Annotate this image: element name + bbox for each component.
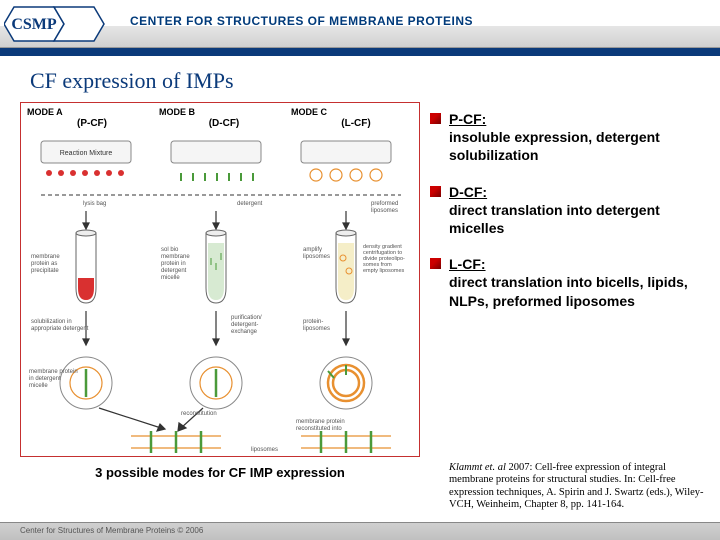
svg-text:appropriate detergent: appropriate detergent — [31, 326, 89, 332]
svg-text:protein as: protein as — [31, 261, 57, 267]
footer-text: Center for Structures of Membrane Protei… — [0, 523, 720, 535]
svg-text:liposomes: liposomes — [251, 447, 278, 453]
svg-text:membrane protein: membrane protein — [29, 369, 78, 375]
svg-text:liposomes: liposomes — [303, 326, 330, 332]
modes-diagram: MODE A (P-CF) MODE B (D-CF) MODE C (L-CF… — [20, 102, 420, 457]
svg-text:detergent: detergent — [161, 268, 187, 274]
bullet-square-icon — [430, 113, 441, 124]
svg-text:protein-: protein- — [303, 319, 323, 325]
svg-text:micelle: micelle — [29, 383, 48, 389]
bullet-pcf-label: P-CF: — [449, 111, 486, 127]
svg-text:micelle: micelle — [161, 275, 180, 281]
tube-red-icon — [76, 230, 96, 303]
bullet-dcf-label: D-CF: — [449, 184, 487, 200]
svg-text:empty liposomes: empty liposomes — [363, 268, 405, 274]
diagram-svg: Reaction Mixture — [21, 103, 421, 458]
tube-yellow-icon — [336, 230, 356, 303]
svg-text:purification/: purification/ — [231, 315, 262, 321]
svg-text:precipitate: precipitate — [31, 268, 59, 274]
svg-text:amplify: amplify — [303, 247, 322, 253]
svg-text:membrane: membrane — [161, 254, 190, 260]
svg-text:detergent-: detergent- — [231, 322, 258, 328]
header-bar: CSMP CENTER FOR STRUCTURES OF MEMBRANE P… — [0, 0, 720, 48]
svg-text:membrane protein: membrane protein — [296, 419, 345, 425]
header-org-title: CENTER FOR STRUCTURES OF MEMBRANE PROTEI… — [130, 14, 473, 28]
svg-text:exchange: exchange — [231, 329, 258, 335]
logo-hex: CSMP — [4, 1, 114, 47]
svg-text:preformed: preformed — [371, 201, 398, 207]
svg-text:solubilization in: solubilization in — [31, 319, 72, 325]
bullet-dcf-body: direct translation into detergent micell… — [449, 202, 660, 236]
bullet-lcf-body: direct translation into bicells, lipids,… — [449, 274, 688, 308]
footer-bar: Center for Structures of Membrane Protei… — [0, 522, 720, 540]
svg-text:protein in: protein in — [161, 261, 186, 267]
svg-text:lysis bag: lysis bag — [83, 201, 106, 207]
bullet-dcf: D-CF: direct translation into detergent … — [430, 183, 700, 238]
bullet-lcf-label: L-CF: — [449, 256, 486, 272]
slide-content: CF expression of IMPs MODE A (P-CF) MODE… — [0, 56, 720, 480]
svg-text:in detergent: in detergent — [29, 376, 61, 382]
svg-text:reconstitution: reconstitution — [181, 411, 217, 417]
membrane-icon — [131, 431, 221, 453]
slide-title: CF expression of IMPs — [30, 68, 700, 94]
bullet-pcf: P-CF: insoluble expression, detergent so… — [430, 110, 700, 165]
bullet-lcf: L-CF: direct translation into bicells, l… — [430, 255, 700, 310]
svg-text:membrane: membrane — [31, 254, 60, 260]
citation-text: Klammt et. al 2007: Cell-free expression… — [449, 462, 704, 512]
svg-text:liposomes: liposomes — [371, 208, 398, 214]
diagram-caption: 3 possible modes for CF IMP expression — [20, 465, 420, 480]
bullets-panel: P-CF: insoluble expression, detergent so… — [430, 102, 700, 480]
tube-green-icon — [206, 230, 226, 303]
svg-text:CSMP: CSMP — [11, 16, 57, 33]
svg-text:detergent: detergent — [237, 201, 263, 207]
bullet-pcf-body: insoluble expression, detergent solubili… — [449, 129, 660, 163]
bullet-square-icon — [430, 258, 441, 269]
svg-text:liposomes: liposomes — [303, 254, 330, 260]
svg-text:reconstituted into: reconstituted into — [296, 426, 342, 432]
blue-accent-bar — [0, 48, 720, 56]
svg-text:sol bio: sol bio — [161, 247, 179, 253]
bullet-square-icon — [430, 186, 441, 197]
svg-text:Reaction Mixture: Reaction Mixture — [60, 150, 113, 157]
